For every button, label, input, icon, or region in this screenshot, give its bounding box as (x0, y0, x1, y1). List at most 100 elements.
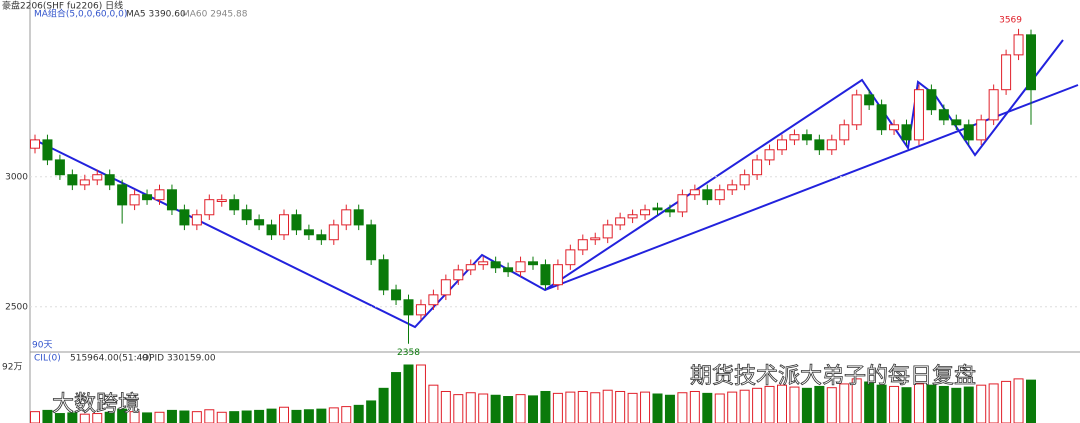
candle-body (503, 267, 514, 273)
volume-bar (54, 413, 65, 423)
candle-body (938, 109, 949, 121)
volume-bar (714, 393, 725, 423)
volume-bar (727, 391, 738, 423)
volume-top-label: 92万 (2, 363, 22, 373)
volume-bar (913, 383, 924, 423)
volume-bar (303, 409, 314, 423)
candle-body (789, 134, 800, 141)
volume-bar (503, 396, 514, 423)
candle-body (1013, 34, 1024, 56)
volume-bar (801, 387, 812, 423)
volume-bar (216, 411, 227, 423)
candle-body (366, 224, 377, 261)
volume-bar (814, 385, 825, 423)
candle-body (727, 184, 738, 191)
candle-body (677, 194, 688, 213)
candle-body (42, 139, 53, 161)
volume-bar (777, 384, 787, 423)
volume-bar (79, 413, 90, 423)
volume-bar (1001, 380, 1012, 423)
candle-body (689, 189, 700, 196)
candle-body (901, 124, 912, 141)
volume-bar (789, 386, 800, 423)
symbol: 豪盘2206(SHF fu2206) 日线 (2, 0, 123, 12)
volume-bar (204, 409, 215, 423)
volume-bar (739, 389, 750, 423)
candle-body (92, 174, 103, 181)
candle-body (889, 124, 900, 131)
max-label: 3569 (999, 15, 1022, 25)
candle-body (627, 214, 638, 219)
candle-body (777, 139, 787, 151)
volume-bar (229, 411, 240, 423)
volume-bar (552, 392, 563, 423)
volume-bar (353, 404, 364, 423)
volume-name: CIL(0) (34, 354, 61, 364)
candle-body (814, 139, 825, 151)
candle-body (714, 189, 725, 201)
candle-body (565, 249, 576, 266)
candle-body (266, 224, 277, 236)
volume-bar (528, 395, 538, 423)
candle-body (702, 189, 713, 201)
volume-bar (478, 393, 489, 423)
candle-body (166, 189, 177, 211)
candle-body (204, 199, 215, 216)
volume-bar (951, 387, 962, 423)
volume-bar (266, 408, 277, 423)
volume-bar (428, 384, 439, 423)
volume-bar (602, 389, 613, 423)
candle-body (851, 94, 862, 126)
candle-body (478, 261, 489, 266)
candle-body (988, 89, 999, 121)
volume-bar (926, 384, 937, 423)
volume-bar (403, 364, 414, 423)
volume-bar (851, 378, 862, 423)
candle-body (577, 239, 588, 251)
candle-body (826, 139, 837, 151)
candle-body (279, 214, 289, 236)
ma60: MA60 2945.88 (182, 10, 248, 20)
candle-body (752, 159, 763, 176)
candle-body (913, 89, 924, 141)
volume-bar (540, 390, 551, 423)
volume-bar (378, 387, 389, 423)
volume-bar (652, 393, 663, 423)
candle-body (415, 304, 426, 316)
candle-body (926, 89, 937, 111)
volume-bar (465, 392, 476, 423)
candle-body (465, 264, 476, 271)
volume-bar (67, 412, 78, 423)
opid: OPID 330159.00 (142, 354, 216, 364)
volume-bar (702, 392, 713, 423)
candle-body (142, 194, 153, 201)
volume-bar (30, 411, 40, 423)
volume-bar (254, 409, 265, 423)
volume-bar (366, 400, 377, 423)
candle-body (104, 174, 115, 186)
volume-bar (889, 385, 900, 423)
volume-bar (341, 406, 352, 423)
candle-body (453, 269, 464, 281)
volume-bar (142, 412, 153, 423)
volume-bar (689, 390, 700, 423)
candle-body (552, 264, 563, 286)
volume-bar (839, 383, 850, 423)
candle-body (615, 217, 626, 226)
volume-bar (1013, 378, 1024, 423)
volume-bar (241, 410, 252, 423)
candle-body (602, 224, 613, 239)
volume-bar (677, 392, 688, 423)
volume-bar (316, 408, 327, 423)
candle-body (291, 214, 302, 231)
candle-body (67, 174, 78, 186)
candle-body (216, 199, 227, 202)
candle-body (951, 119, 962, 126)
candle-body (229, 199, 240, 211)
volume-bar (664, 394, 675, 423)
candle-body (254, 219, 265, 226)
candle-body (54, 159, 65, 176)
volume-bar (640, 391, 651, 423)
candle-body (540, 264, 551, 286)
volume-bar (976, 384, 987, 423)
